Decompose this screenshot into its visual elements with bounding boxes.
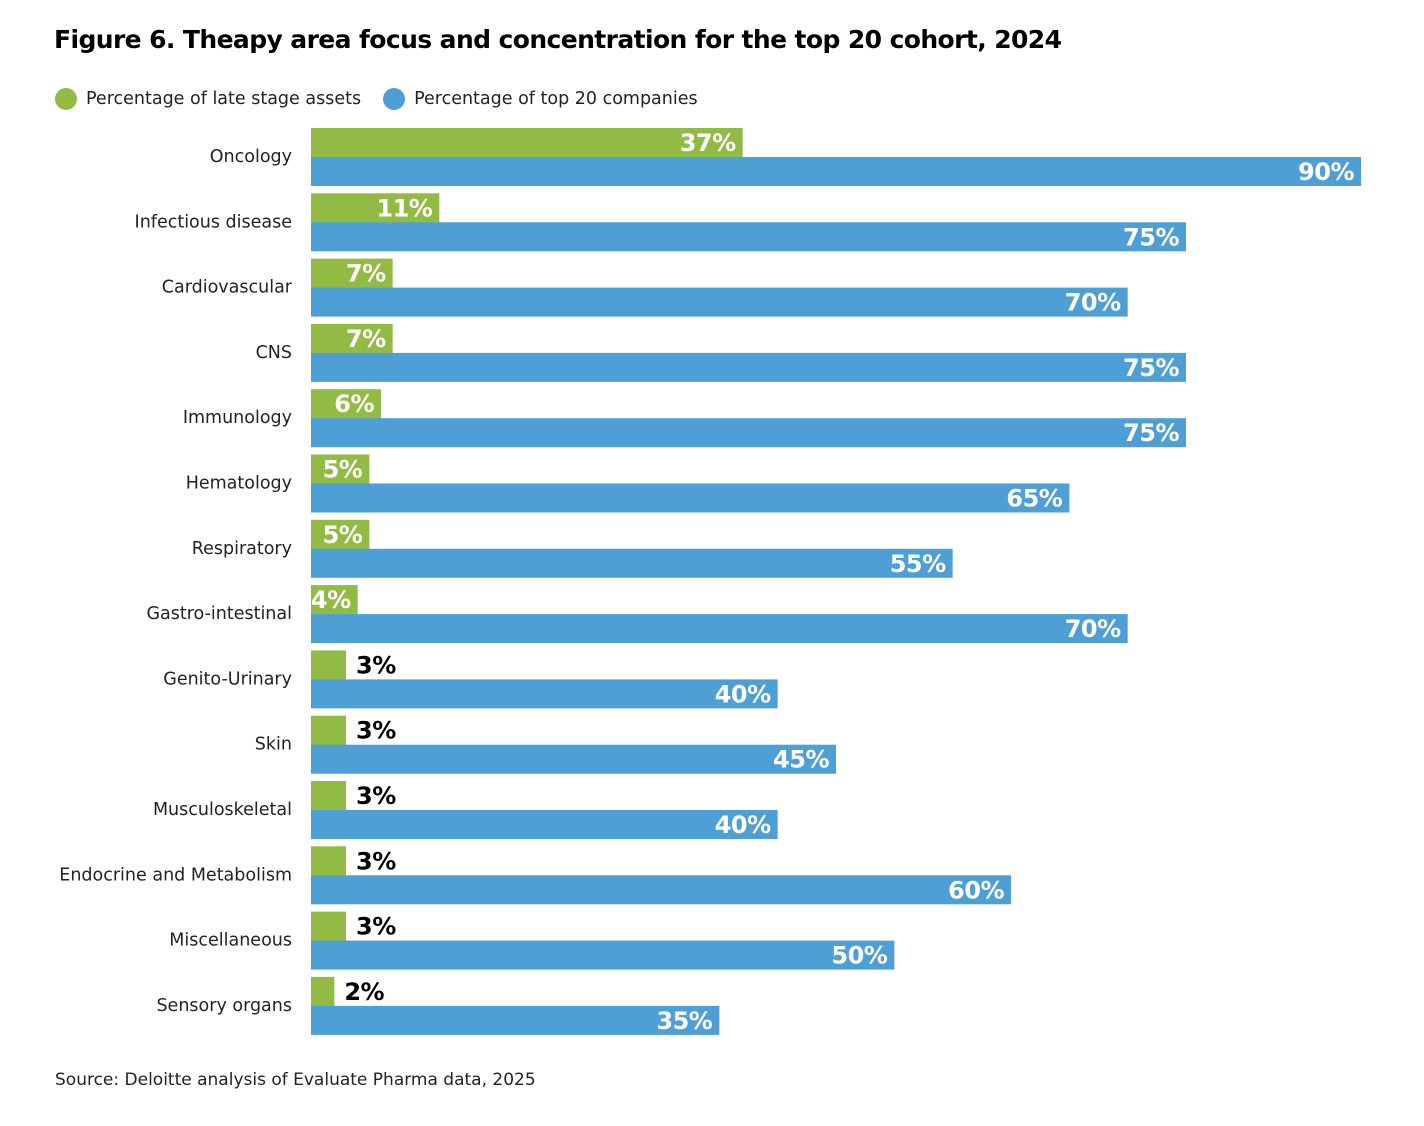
category-label: Cardiovascular — [162, 278, 293, 298]
data-label-top20: 70% — [1065, 615, 1121, 643]
bar-late-stage — [311, 323, 393, 354]
data-label-late-stage: 3% — [356, 847, 396, 875]
bar-top20 — [311, 548, 953, 578]
data-label-late-stage: 11% — [376, 194, 432, 222]
bar-top20 — [311, 222, 1186, 252]
bar-late-stage — [311, 650, 346, 680]
bar-late-stage — [311, 585, 358, 615]
bar-top20 — [311, 744, 836, 774]
data-label-late-stage: 2% — [344, 978, 384, 1006]
category-label: CNS — [256, 343, 292, 363]
data-label-top20: 75% — [1123, 419, 1179, 447]
data-label-late-stage: 7% — [346, 325, 386, 353]
data-label-top20: 40% — [715, 811, 771, 839]
bar-late-stage — [311, 519, 370, 550]
bar-late-stage — [311, 454, 370, 484]
bar-top20 — [311, 157, 1361, 186]
data-label-late-stage: 3% — [356, 717, 396, 745]
legend: Percentage of late stage assets Percenta… — [55, 88, 720, 110]
bar-late-stage — [311, 976, 335, 1007]
legend-label-top20: Percentage of top 20 companies — [414, 89, 698, 109]
data-label-top20: 65% — [1006, 485, 1062, 513]
legend-label-late-stage: Percentage of late stage assets — [86, 89, 362, 109]
bar-top20 — [311, 810, 778, 839]
data-label-late-stage: 37% — [680, 129, 736, 157]
bar-late-stage — [311, 715, 346, 746]
category-label: Gastro-intestinal — [146, 604, 292, 624]
category-label: Endocrine and Metabolism — [59, 865, 292, 885]
category-label: Musculoskeletal — [153, 800, 292, 820]
data-label-top20: 55% — [890, 550, 946, 578]
data-label-top20: 70% — [1065, 289, 1121, 317]
data-label-top20: 45% — [773, 746, 829, 774]
bar-top20 — [311, 614, 1128, 644]
bar-top20 — [311, 875, 1011, 905]
category-label: Respiratory — [192, 539, 292, 559]
data-label-late-stage: 4% — [311, 586, 351, 614]
data-label-top20: 75% — [1123, 223, 1179, 251]
bar-top20 — [311, 352, 1186, 382]
category-label: Oncology — [210, 147, 292, 167]
category-label: Sensory organs — [156, 996, 292, 1016]
data-label-top20: 35% — [656, 1007, 712, 1035]
category-label: Genito-Urinary — [163, 669, 292, 689]
data-label-late-stage: 3% — [356, 913, 396, 941]
category-label: Hematology — [186, 474, 292, 494]
legend-item-top20: Percentage of top 20 companies — [383, 88, 698, 110]
bar-top20 — [311, 418, 1186, 448]
legend-item-late-stage: Percentage of late stage assets — [55, 88, 361, 110]
bar-top20 — [311, 483, 1070, 513]
bar-late-stage — [311, 911, 346, 942]
bar-late-stage — [311, 193, 440, 223]
data-label-top20: 75% — [1123, 354, 1179, 382]
legend-swatch-late-stage — [55, 88, 77, 110]
data-label-top20: 40% — [715, 680, 771, 708]
bar-top20 — [311, 1005, 720, 1035]
chart-title: Figure 6. Theapy area focus and concentr… — [54, 25, 1062, 54]
data-label-late-stage: 5% — [323, 521, 363, 549]
category-label: Skin — [255, 735, 292, 755]
data-label-top20: 50% — [831, 942, 887, 970]
bar-late-stage — [311, 389, 381, 419]
bar-late-stage — [311, 128, 743, 158]
bar-late-stage — [311, 846, 346, 876]
bar-top20 — [311, 679, 778, 709]
data-label-late-stage: 7% — [346, 260, 386, 288]
data-label-top20: 90% — [1298, 158, 1354, 186]
category-label: Immunology — [183, 408, 292, 428]
data-label-late-stage: 3% — [356, 651, 396, 679]
data-label-top20: 60% — [948, 876, 1004, 904]
category-label: Infectious disease — [135, 212, 292, 232]
data-label-late-stage: 6% — [334, 390, 374, 418]
data-label-late-stage: 5% — [323, 456, 363, 484]
category-label: Miscellaneous — [169, 931, 292, 951]
data-label-late-stage: 3% — [356, 782, 396, 810]
source-note: Source: Deloitte analysis of Evaluate Ph… — [55, 1070, 536, 1090]
bar-late-stage — [311, 781, 346, 811]
bar-top20 — [311, 940, 895, 970]
bar-late-stage — [311, 258, 393, 289]
legend-swatch-top20 — [383, 88, 406, 110]
bar-top20 — [311, 287, 1128, 317]
